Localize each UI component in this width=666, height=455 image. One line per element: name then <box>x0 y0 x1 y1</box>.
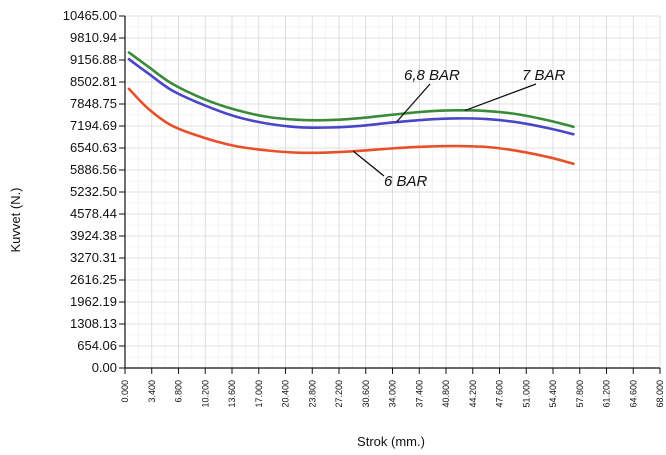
y-tick-label: 8502.81 <box>70 74 117 89</box>
axes <box>119 15 661 374</box>
x-tick-label: 40.800 <box>441 380 451 408</box>
x-tick-label: 61.200 <box>602 380 612 408</box>
y-tick-label: 9810.94 <box>70 30 117 45</box>
y-tick-label: 3270.31 <box>70 250 117 265</box>
x-tick-label: 51.000 <box>521 380 531 408</box>
annotation-leader-line <box>352 150 385 177</box>
x-tick-label: 68.000 <box>655 380 665 408</box>
x-tick-label: 10.200 <box>200 380 210 408</box>
y-tick-label: 0.00 <box>92 360 117 375</box>
x-tick-label: 3.400 <box>147 380 157 403</box>
x-tick-label: 44.200 <box>468 380 478 408</box>
annotation-label: 6 BAR <box>384 173 428 190</box>
y-tick-label: 9156.88 <box>70 52 117 67</box>
x-tick-label: 57.800 <box>575 380 585 408</box>
y-tick-label: 1962.19 <box>70 294 117 309</box>
annotation-leader-line <box>395 83 431 123</box>
x-tick-label: 47.600 <box>495 380 505 408</box>
y-tick-label: 1308.13 <box>70 316 117 331</box>
x-tick-label: 13.600 <box>227 380 237 408</box>
y-tick-label: 2616.25 <box>70 272 117 287</box>
x-tick-label: 34.000 <box>388 380 398 408</box>
annotation-label: 6,8 BAR <box>404 67 460 84</box>
x-tick-label: 23.800 <box>307 380 317 408</box>
x-tick-label: 27.200 <box>334 380 344 408</box>
grid <box>124 15 661 369</box>
x-axis-title: Strok (mm.) <box>357 434 425 449</box>
y-tick-label: 7194.69 <box>70 118 117 133</box>
series-lines <box>127 51 575 166</box>
y-tick-labels: 0.00 654.06 1308.13 1962.19 2616.25 3270.31 39… <box>63 8 117 375</box>
x-tick-labels: 0.000 3.400 6.800 10.200 13.600 17.000 20.400 2… <box>120 380 665 408</box>
y-tick-label: 4578.44 <box>70 206 117 221</box>
x-tick-label: 54.400 <box>548 380 558 408</box>
x-tick-label: 0.000 <box>120 380 130 403</box>
x-tick-label: 17.000 <box>254 380 264 408</box>
x-tick-label: 6.800 <box>174 380 184 403</box>
y-tick-label: 3924.38 <box>70 228 117 243</box>
annotations: 7 BAR 6,8 BAR 6 BAR <box>352 67 566 190</box>
y-tick-label: 7848.75 <box>70 96 117 111</box>
x-tick-label: 20.400 <box>281 380 291 408</box>
x-tick-label: 30.600 <box>361 380 371 408</box>
y-axis-title: Kuvvet (N.) <box>8 187 23 252</box>
y-tick-label: 6540.63 <box>70 140 117 155</box>
y-tick-label: 5232.50 <box>70 184 117 199</box>
annotation-leader-line <box>464 83 537 112</box>
y-tick-label: 10465.00 <box>63 8 117 23</box>
x-tick-label: 37.400 <box>414 380 424 408</box>
series-line-6-bar <box>127 87 575 166</box>
y-tick-label: 5886.56 <box>70 162 117 177</box>
series-line-7-bar <box>127 51 575 129</box>
y-tick-label: 654.06 <box>77 338 117 353</box>
annotation-label: 7 BAR <box>522 67 566 84</box>
series-line-6-8-bar <box>127 57 575 136</box>
x-tick-label: 64.600 <box>628 380 638 408</box>
